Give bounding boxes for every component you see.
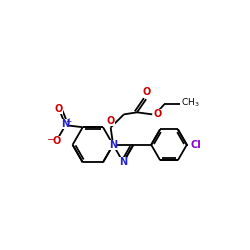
- Text: O: O: [55, 104, 63, 114]
- Text: O: O: [53, 136, 61, 146]
- Text: O: O: [106, 116, 115, 126]
- Text: N: N: [109, 140, 117, 150]
- Text: Cl: Cl: [190, 140, 201, 150]
- Text: N: N: [119, 157, 127, 167]
- Text: O: O: [142, 87, 151, 97]
- Text: N: N: [61, 119, 69, 129]
- Text: +: +: [65, 117, 72, 126]
- Text: CH$_3$: CH$_3$: [181, 97, 200, 110]
- Text: O: O: [154, 109, 162, 119]
- Text: −: −: [47, 134, 56, 144]
